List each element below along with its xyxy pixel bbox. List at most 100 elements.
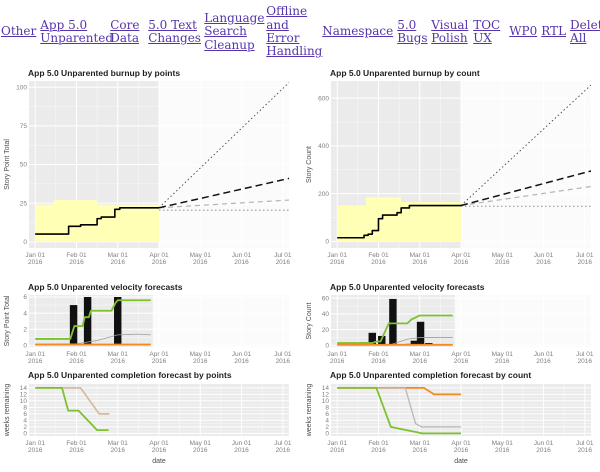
svg-text:Jun 01: Jun 01 xyxy=(232,440,252,447)
svg-text:Mar 01: Mar 01 xyxy=(410,252,431,259)
svg-text:2016: 2016 xyxy=(193,358,208,365)
svg-text:Jul 01: Jul 01 xyxy=(274,252,292,259)
svg-text:0: 0 xyxy=(325,239,329,246)
svg-text:2016: 2016 xyxy=(536,259,551,266)
nav-link-namespace[interactable]: Namespace xyxy=(322,24,394,39)
chart-title: App 5.0 Unparented velocity forecasts xyxy=(28,282,183,293)
nav-link-language-search-cleanup[interactable]: Language Search Cleanup xyxy=(204,10,265,52)
svg-text:2016: 2016 xyxy=(330,447,345,454)
nav-link-50-bugs[interactable]: 5.0 Bugs xyxy=(397,17,428,45)
svg-text:Jan 01: Jan 01 xyxy=(25,440,45,447)
svg-text:14: 14 xyxy=(20,385,28,392)
svg-text:2016: 2016 xyxy=(454,358,469,365)
svg-text:Jun 01: Jun 01 xyxy=(534,252,554,259)
nav-link-delete-all[interactable]: Delete All xyxy=(570,17,600,45)
nav-link-visual-polish[interactable]: Visual Polish xyxy=(431,17,469,45)
svg-text:Jul 01: Jul 01 xyxy=(576,252,594,259)
svg-text:Mar 01: Mar 01 xyxy=(108,252,129,259)
svg-text:4: 4 xyxy=(325,417,329,424)
svg-text:Mar 01: Mar 01 xyxy=(108,440,129,447)
svg-text:2: 2 xyxy=(325,424,329,431)
svg-text:6: 6 xyxy=(23,411,27,418)
svg-text:2016: 2016 xyxy=(412,447,427,454)
chart-velocity-by-count: App 5.0 Unparented velocity forecasts Ja… xyxy=(304,278,600,367)
svg-text:2016: 2016 xyxy=(454,259,469,266)
svg-text:2016: 2016 xyxy=(330,259,345,266)
svg-text:2016: 2016 xyxy=(69,447,84,454)
svg-text:May 01: May 01 xyxy=(190,351,212,358)
svg-text:12: 12 xyxy=(322,391,330,398)
svg-text:Jun 01: Jun 01 xyxy=(232,252,252,259)
svg-text:Jan 01: Jan 01 xyxy=(327,252,347,259)
svg-text:20: 20 xyxy=(322,327,330,334)
nav-link-app-50-unparented[interactable]: App 5.0 Unparented xyxy=(40,17,114,45)
svg-text:May 01: May 01 xyxy=(492,440,514,447)
charts-grid: App 5.0 Unparented burnup by points Jan … xyxy=(0,64,600,469)
svg-text:date: date xyxy=(454,458,468,465)
svg-text:0: 0 xyxy=(23,239,27,246)
svg-text:2016: 2016 xyxy=(69,358,84,365)
svg-text:4: 4 xyxy=(23,417,27,424)
nav-link-other[interactable]: Other xyxy=(1,24,37,39)
svg-text:14: 14 xyxy=(322,385,330,392)
svg-text:2016: 2016 xyxy=(28,447,43,454)
svg-text:2016: 2016 xyxy=(495,259,510,266)
nav-link-50-text-changes[interactable]: 5.0 Text Changes xyxy=(148,17,201,45)
chart-burnup-by-count: App 5.0 Unparented burnup by count Jan 0… xyxy=(304,64,600,279)
svg-text:Story Point Total: Story Point Total xyxy=(4,296,11,347)
chart-burnup-by-points: App 5.0 Unparented burnup by points Jan … xyxy=(2,64,300,279)
svg-text:Feb 01: Feb 01 xyxy=(368,440,389,447)
svg-text:2016: 2016 xyxy=(454,447,469,454)
svg-text:25: 25 xyxy=(20,201,28,208)
svg-text:Feb 01: Feb 01 xyxy=(368,252,389,259)
svg-text:Apr 01: Apr 01 xyxy=(149,351,169,358)
svg-text:2: 2 xyxy=(23,424,27,431)
chart-completion-by-count: App 5.0 Unparented completion forecast b… xyxy=(304,366,600,469)
svg-text:Jun 01: Jun 01 xyxy=(534,351,554,358)
svg-text:Story Count: Story Count xyxy=(306,146,313,183)
svg-text:Story Point Total: Story Point Total xyxy=(4,139,11,190)
svg-text:50: 50 xyxy=(20,162,28,169)
chart-title: App 5.0 Unparented burnup by points xyxy=(28,68,181,78)
svg-text:Apr 01: Apr 01 xyxy=(451,440,471,447)
svg-text:2016: 2016 xyxy=(110,259,125,266)
chart-velocity-by-points: App 5.0 Unparented velocity forecasts Ja… xyxy=(2,278,300,367)
chart-title: App 5.0 Unparented velocity forecasts xyxy=(330,282,485,293)
svg-text:2016: 2016 xyxy=(371,259,386,266)
svg-text:2016: 2016 xyxy=(330,358,345,365)
svg-text:Jan 01: Jan 01 xyxy=(327,440,347,447)
svg-text:Jul 01: Jul 01 xyxy=(274,440,292,447)
svg-text:400: 400 xyxy=(318,143,329,150)
svg-text:10: 10 xyxy=(322,398,330,405)
svg-text:40: 40 xyxy=(322,311,330,318)
svg-text:Feb 01: Feb 01 xyxy=(368,351,389,358)
svg-text:Feb 01: Feb 01 xyxy=(66,440,87,447)
svg-text:Mar 01: Mar 01 xyxy=(410,351,431,358)
svg-text:Jan 01: Jan 01 xyxy=(25,252,45,259)
svg-text:Jul 01: Jul 01 xyxy=(274,351,292,358)
svg-text:600: 600 xyxy=(318,96,329,103)
nav-link-offline-and-error-handling[interactable]: Offline and Error Handling xyxy=(266,4,323,59)
svg-text:weeks remaining: weeks remaining xyxy=(306,383,313,437)
svg-text:4: 4 xyxy=(23,311,27,318)
svg-text:60: 60 xyxy=(322,296,330,303)
svg-text:2016: 2016 xyxy=(234,259,249,266)
svg-text:200: 200 xyxy=(318,191,329,198)
nav-link-wp0[interactable]: WP0 xyxy=(509,24,538,39)
svg-text:6: 6 xyxy=(23,295,27,302)
svg-text:6: 6 xyxy=(325,411,329,418)
svg-text:12: 12 xyxy=(20,391,28,398)
svg-text:8: 8 xyxy=(325,404,329,411)
chart-title: App 5.0 Unparented completion forecast b… xyxy=(330,370,532,381)
nav-link-toc-ux[interactable]: TOC UX xyxy=(473,17,501,45)
svg-text:0: 0 xyxy=(325,343,329,350)
svg-text:Mar 01: Mar 01 xyxy=(410,440,431,447)
nav-link-core-data[interactable]: Core Data xyxy=(110,17,140,45)
svg-text:2016: 2016 xyxy=(371,447,386,454)
nav-link-rtl[interactable]: RTL xyxy=(541,24,567,39)
svg-text:Feb 01: Feb 01 xyxy=(66,252,87,259)
